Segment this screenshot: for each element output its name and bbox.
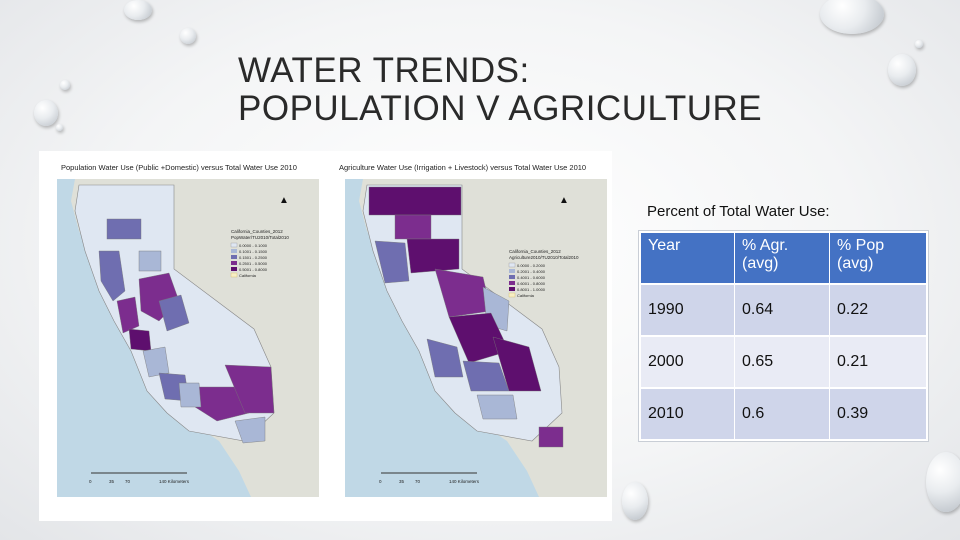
svg-text:140 Kilometers: 140 Kilometers — [159, 479, 190, 484]
legend-item: 0.2001 - 0.4000 — [517, 269, 546, 274]
legend-item: California — [517, 293, 535, 298]
county — [138, 250, 162, 272]
county — [374, 240, 410, 284]
cell-pop: 0.21 — [829, 335, 928, 388]
agriculture-map-legend: California_Counties_2012 Agriculture2010… — [508, 249, 579, 298]
legend-item: 0.8001 - 1.0000 — [517, 287, 546, 292]
table-row: 2010 0.6 0.39 — [640, 387, 928, 440]
legend-item: 0.0000 - 0.2000 — [517, 263, 546, 268]
slide-title-line-1: WATER TRENDS: — [238, 51, 530, 90]
water-drop — [888, 54, 916, 86]
svg-text:140 Kilometers: 140 Kilometers — [449, 479, 480, 484]
population-map: Population Water Use (Public +Domestic) … — [57, 163, 319, 511]
county — [158, 294, 190, 332]
california-maps-image: Population Water Use (Public +Domestic) … — [39, 151, 612, 521]
cell-year: 1990 — [640, 283, 735, 336]
table-header-row: Year % Agr. (avg) % Pop (avg) — [640, 232, 928, 284]
slide-title: WATER TRENDS: POPULATION V AGRICULTURE — [238, 52, 762, 128]
county — [406, 238, 460, 274]
county — [462, 360, 510, 392]
cell-agr: 0.64 — [734, 283, 830, 336]
legend-field: PopWater/TU2010/Total2010 — [231, 235, 289, 240]
svg-text:35: 35 — [109, 479, 115, 484]
county — [106, 218, 142, 240]
legend-item: 0.2501 - 0.5000 — [239, 261, 268, 266]
county — [142, 346, 170, 378]
population-map-caption: Population Water Use (Public +Domestic) … — [61, 163, 297, 172]
svg-text:0: 0 — [379, 479, 382, 484]
legend-item: 0.0000 - 0.1000 — [239, 243, 268, 248]
county — [98, 250, 126, 302]
legend-item: 0.6001 - 0.8000 — [517, 281, 546, 286]
legend-title: California_Counties_2012 — [231, 229, 283, 234]
county — [178, 382, 202, 408]
legend-field: Agriculture2010/TU2010/Total2010 — [509, 255, 579, 260]
scale-bar: 0 35 70 140 Kilometers — [89, 472, 190, 484]
county — [224, 364, 275, 414]
water-drop — [622, 482, 648, 520]
cell-agr: 0.65 — [734, 335, 830, 388]
header-year: Year — [640, 232, 735, 284]
water-drop — [820, 0, 884, 34]
cell-pop: 0.39 — [829, 387, 928, 440]
county — [394, 214, 432, 240]
population-map-legend: California_Counties_2012 PopWater/TU2010… — [230, 229, 289, 278]
header-pop: % Pop (avg) — [829, 232, 928, 284]
legend-item: California — [239, 273, 257, 278]
county — [234, 416, 266, 444]
svg-text:70: 70 — [415, 479, 421, 484]
legend-title: California_Counties_2012 — [509, 249, 561, 254]
cell-year: 2000 — [640, 335, 735, 388]
legend-item: 0.1001 - 0.1500 — [239, 249, 268, 254]
agriculture-map-caption: Agriculture Water Use (Irrigation + Live… — [339, 163, 586, 172]
table-row: 2000 0.65 0.21 — [640, 335, 928, 388]
header-agr: % Agr. (avg) — [734, 232, 830, 284]
county — [426, 338, 464, 378]
table-title: Percent of Total Water Use: — [647, 203, 830, 220]
county — [492, 336, 542, 392]
cell-pop: 0.22 — [829, 283, 928, 336]
county — [538, 426, 564, 448]
table-row: 1990 0.64 0.22 — [640, 283, 928, 336]
legend-item: 0.1501 - 0.2500 — [239, 255, 268, 260]
water-drop — [915, 40, 923, 48]
water-drop — [124, 0, 152, 20]
cell-agr: 0.6 — [734, 387, 830, 440]
county — [116, 296, 140, 334]
water-use-table: Year % Agr. (avg) % Pop (avg) 1990 0.64 … — [639, 231, 928, 441]
north-arrow: ▲ — [559, 195, 569, 206]
water-drop — [180, 28, 196, 44]
scale-bar: 0 35 70 140 Kilometers — [379, 472, 480, 484]
agriculture-map: Agriculture Water Use (Irrigation + Live… — [339, 163, 607, 511]
county — [128, 328, 152, 352]
county — [476, 394, 518, 420]
cell-year: 2010 — [640, 387, 735, 440]
svg-text:35: 35 — [399, 479, 405, 484]
legend-item: 0.5001 - 0.8000 — [239, 267, 268, 272]
water-drop — [56, 124, 63, 131]
legend-item: 0.4001 - 0.6000 — [517, 275, 546, 280]
water-drop — [60, 80, 70, 90]
svg-text:0: 0 — [89, 479, 92, 484]
slide-title-line-2: POPULATION V AGRICULTURE — [238, 89, 763, 128]
water-drop — [926, 452, 960, 512]
north-arrow: ▲ — [279, 195, 289, 206]
county — [368, 186, 462, 216]
water-drop — [34, 100, 58, 126]
svg-text:70: 70 — [125, 479, 131, 484]
